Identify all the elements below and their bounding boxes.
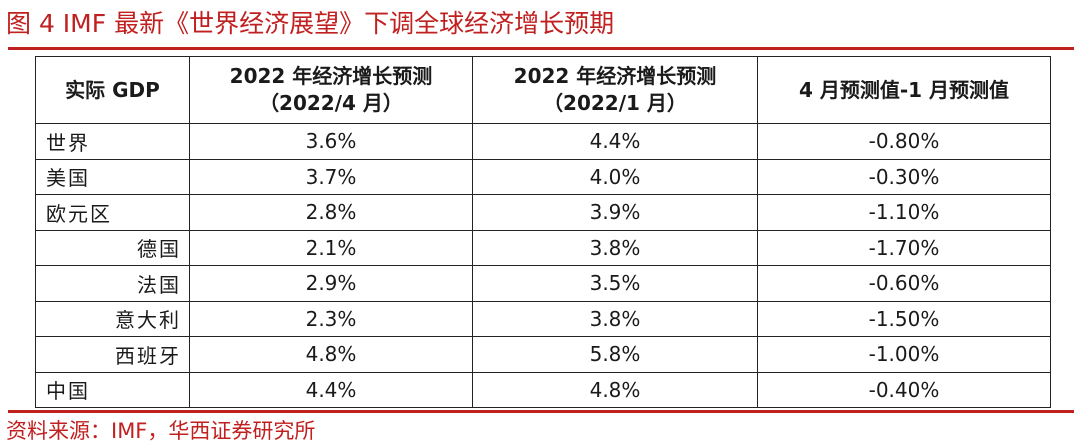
cell-april: 3.7% [189,158,473,195]
header-january-line1: 2022 年经济增长预测 [513,64,717,88]
header-april-line1: 2022 年经济增长预测 [229,64,433,88]
header-april-forecast: 2022 年经济增长预测 （2022/4 月） [189,56,473,124]
row-label: 中国 [35,371,190,408]
table-row-china: 中国 4.4% 4.8% -0.40% [35,371,1051,408]
cell-april: 4.4% [189,371,473,408]
header-difference: 4 月预测值-1 月预测值 [757,56,1051,124]
header-april-line2: （2022/4 月） [259,91,403,115]
cell-diff: -0.30% [757,158,1051,195]
cell-diff: -1.50% [757,300,1051,337]
cell-april: 2.3% [189,300,473,337]
row-label: 世界 [35,123,190,160]
cell-april: 2.8% [189,194,473,231]
header-row: 实际 GDP 2022 年经济增长预测 （2022/4 月） 2022 年经济增… [35,56,1051,124]
row-label: 美国 [35,158,190,195]
cell-april: 2.1% [189,229,473,266]
cell-april: 3.6% [189,123,473,160]
top-divider [8,47,1074,50]
row-label: 意大利 [35,300,190,337]
cell-diff: -1.00% [757,336,1051,373]
cell-january: 3.9% [472,194,758,231]
cell-january: 4.0% [472,158,758,195]
cell-april: 2.9% [189,265,473,302]
cell-january: 5.8% [472,336,758,373]
table-row-italy: 意大利 2.3% 3.8% -1.50% [35,300,1051,337]
header-january-forecast: 2022 年经济增长预测 （2022/1 月） [472,56,758,124]
cell-january: 3.8% [472,300,758,337]
table-row-spain: 西班牙 4.8% 5.8% -1.00% [35,336,1051,373]
table-row-france: 法国 2.9% 3.5% -0.60% [35,265,1051,302]
table-row-us: 美国 3.7% 4.0% -0.30% [35,158,1051,195]
cell-january: 3.8% [472,229,758,266]
table-row-world: 世界 3.6% 4.4% -0.80% [35,123,1051,160]
cell-january: 3.5% [472,265,758,302]
row-label: 西班牙 [35,336,190,373]
header-gdp: 实际 GDP [35,56,190,124]
cell-diff: -0.60% [757,265,1051,302]
cell-diff: -1.70% [757,229,1051,266]
cell-diff: -0.40% [757,371,1051,408]
row-label: 德国 [35,229,190,266]
gdp-forecast-table: 实际 GDP 2022 年经济增长预测 （2022/4 月） 2022 年经济增… [35,56,1051,408]
figure-title: 图 4 IMF 最新《世界经济展望》下调全球经济增长预期 [6,9,615,38]
cell-diff: -0.80% [757,123,1051,160]
row-label: 欧元区 [35,194,190,231]
table-row-eurozone: 欧元区 2.8% 3.9% -1.10% [35,194,1051,231]
source-note: 资料来源：IMF，华西证券研究所 [6,419,316,443]
cell-january: 4.4% [472,123,758,160]
cell-diff: -1.10% [757,194,1051,231]
row-label: 法国 [35,265,190,302]
cell-january: 4.8% [472,371,758,408]
header-january-line2: （2022/1 月） [543,91,687,115]
bottom-divider [8,410,1074,413]
table-row-germany: 德国 2.1% 3.8% -1.70% [35,229,1051,266]
cell-april: 4.8% [189,336,473,373]
